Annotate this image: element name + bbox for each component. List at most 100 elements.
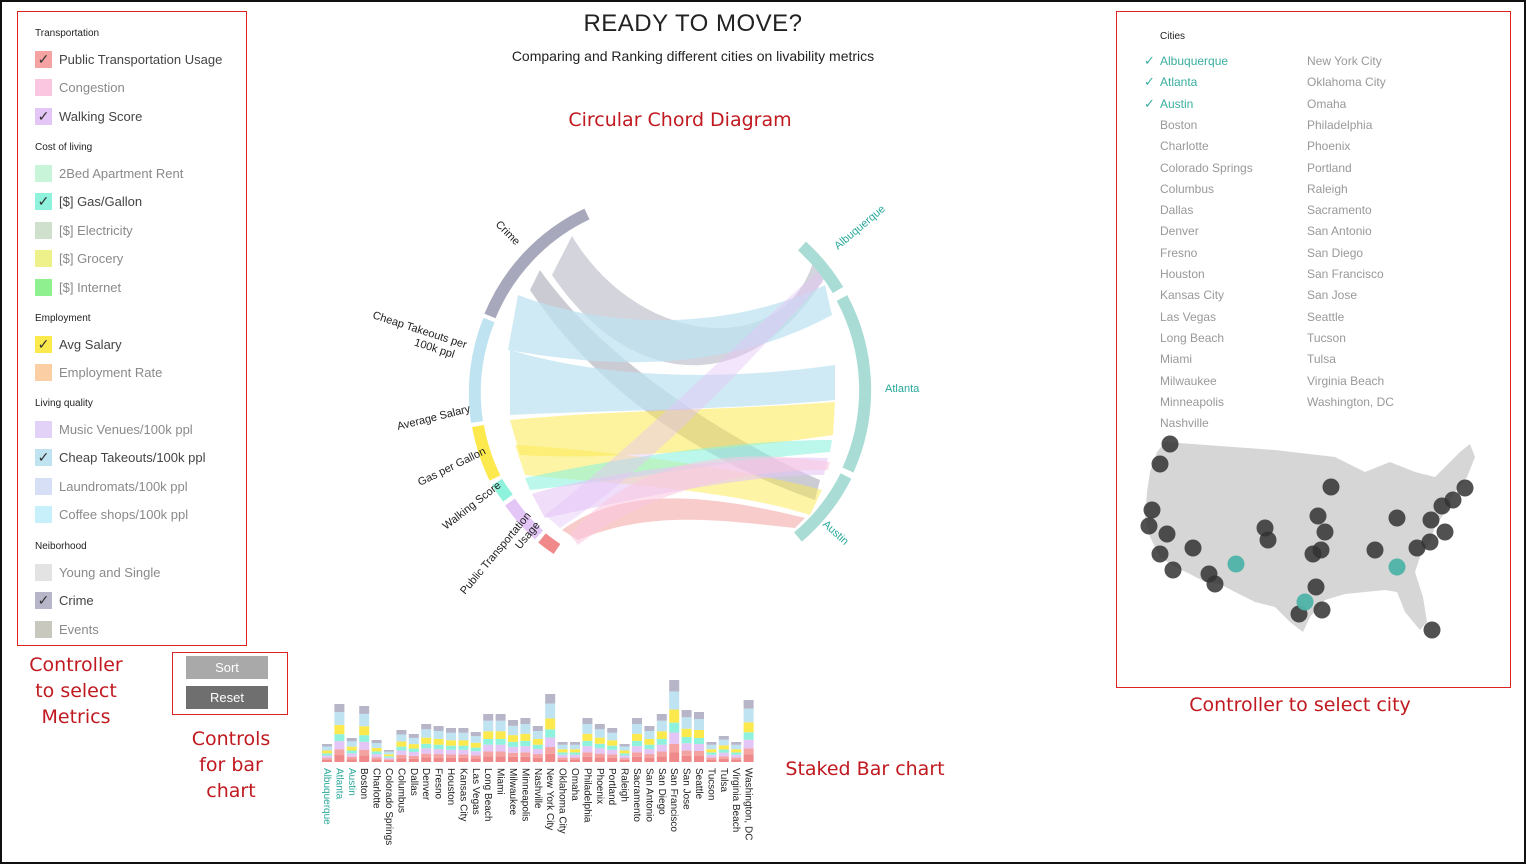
bar-segment[interactable] [421,724,432,730]
metric-checkbox-row[interactable]: ✓ Public Transportation Usage [35,50,222,68]
map-city-dot[interactable] [1313,601,1331,619]
bar-segment[interactable] [718,749,729,753]
ribbon-transport-atlanta[interactable] [570,456,830,545]
metric-checkbox-row[interactable]: Coffee shops/100k ppl [35,506,188,524]
bar-segment[interactable] [408,734,419,738]
metric-checkbox-row[interactable]: [$] Electricity [35,221,133,239]
bar-segment[interactable] [359,713,370,727]
city-item[interactable]: Colorado Springs [1160,160,1253,176]
metric-swatch[interactable] [35,79,52,96]
map-city-dot[interactable] [1309,507,1327,525]
bar-segment[interactable] [545,747,556,754]
bar-segment[interactable] [359,749,370,756]
bar-segment[interactable] [371,759,382,762]
map-city-dot[interactable] [1259,531,1277,549]
bar-segment[interactable] [681,717,692,729]
bar-segment[interactable] [570,744,580,750]
bar-segment[interactable] [743,708,754,723]
city-item[interactable]: San Antonio [1307,223,1372,239]
bar-segment[interactable] [570,749,580,753]
bar-segment[interactable] [632,718,642,725]
bar-segment[interactable] [483,751,494,757]
bar-segment[interactable] [694,730,704,738]
ribbon-gas-atlanta[interactable] [525,440,832,490]
city-item[interactable]: Raleigh [1307,181,1348,197]
bar-segment[interactable] [470,747,481,752]
bar-segment[interactable] [607,745,618,750]
bar-segment[interactable] [396,750,407,755]
bar-segment[interactable] [495,714,506,721]
bar-segment[interactable] [433,754,444,758]
bar-segment[interactable] [508,725,518,736]
map-city-dot[interactable] [1206,575,1224,593]
city-item[interactable]: San Diego [1307,245,1363,261]
metric-checkbox-row[interactable]: [$] Grocery [35,250,123,268]
bar-segment[interactable] [619,755,630,759]
bar-segment[interactable] [532,757,543,762]
city-item[interactable]: Dallas [1160,202,1193,218]
map-city-dot[interactable] [1164,561,1182,579]
bar-segment[interactable] [557,742,568,745]
bar-segment[interactable] [669,743,680,753]
bar-segment[interactable] [557,754,568,758]
bar-segment[interactable] [570,742,580,745]
bar-segment[interactable] [384,757,394,760]
bar-segment[interactable] [545,753,556,762]
bar-segment[interactable] [694,719,704,730]
bar-segment[interactable] [433,731,444,739]
map-city-dot[interactable] [1422,511,1440,529]
bar-segment[interactable] [743,700,754,709]
city-item[interactable]: Minneapolis [1160,394,1224,410]
bar-segment[interactable] [322,755,332,759]
chord-diagram[interactable]: Crime Cheap Takeouts per100k ppl Average… [330,180,950,620]
bar-segment[interactable] [706,742,717,745]
bar-segment[interactable] [632,733,642,741]
bar-segment[interactable] [681,743,692,751]
bar-segment[interactable] [532,754,543,758]
bar-segment[interactable] [346,753,357,757]
bar-segment[interactable] [421,729,432,738]
bar-segment[interactable] [371,751,382,755]
arc-walk[interactable] [505,498,544,540]
bar-segment[interactable] [694,756,704,762]
arc-albuquerque[interactable] [797,241,844,294]
metric-checkbox-row[interactable]: ✓ Avg Salary [35,335,122,353]
bar-segment[interactable] [446,749,456,755]
bar-segment[interactable] [582,756,593,762]
map-city-dot[interactable] [1312,541,1330,559]
map-city-dot[interactable] [1307,578,1325,596]
bar-segment[interactable] [520,718,531,725]
bar-segment[interactable] [731,759,742,762]
metric-swatch[interactable] [35,563,52,581]
bar-segment[interactable] [619,753,630,756]
bar-segment[interactable] [334,734,345,742]
bar-segment[interactable] [433,749,444,755]
bar-segment[interactable] [446,732,456,741]
map-city-dot[interactable] [1158,525,1176,543]
bar-segment[interactable] [483,738,494,745]
arc-takeouts[interactable] [468,317,495,423]
map-city-dot[interactable] [1151,545,1169,563]
map-city-dot[interactable] [1421,533,1439,551]
arc-austin[interactable] [794,473,852,542]
bar-segment[interactable] [483,731,494,739]
bar-segment[interactable] [421,737,432,744]
bar-segment[interactable] [644,726,655,732]
stacked-bar-chart[interactable]: Albuquerque Atlanta Austin Boston Charlotte C… [316,676,756,856]
bar-segment[interactable] [470,751,481,756]
metric-swatch[interactable] [35,506,52,523]
map-city-dot[interactable] [1140,517,1158,535]
bar-segment[interactable] [644,738,655,745]
bar-segment[interactable] [532,744,543,750]
check-icon[interactable]: ✓ [35,449,52,466]
city-item[interactable]: Miami [1160,351,1192,367]
bar-segment[interactable] [458,740,469,746]
bar-segment[interactable] [743,722,754,733]
bar-segment[interactable] [371,740,382,744]
map-city-dot[interactable] [1423,621,1441,639]
bar-segment[interactable] [508,746,518,753]
bar-segment[interactable] [359,726,370,736]
arc-salary[interactable] [472,424,501,481]
metric-swatch[interactable] [35,278,52,296]
bar-segment[interactable] [371,743,382,748]
